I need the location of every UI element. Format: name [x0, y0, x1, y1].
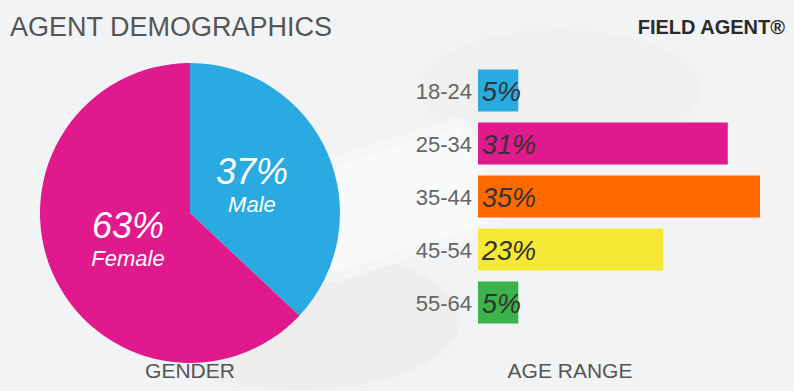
background-fill [0, 0, 794, 391]
bar-title: AGE RANGE [508, 359, 633, 382]
pie [40, 63, 340, 363]
pie-value-label: 37% [216, 151, 288, 192]
pie-category-label: Female [91, 246, 164, 271]
category-label: 35-44 [416, 185, 472, 210]
bars [478, 70, 760, 324]
category-label: 45-54 [416, 238, 472, 263]
background [0, 0, 794, 391]
bar-value-label: 5% [482, 77, 521, 107]
title: AGENT DEMOGRAPHICS [10, 12, 332, 42]
pie-title: GENDER [145, 359, 235, 382]
canvas: AGENT DEMOGRAPHICS FIELD AGENT® 37%Male 63%… [0, 0, 794, 391]
bar [478, 229, 663, 271]
bar-value-label: 31% [482, 130, 536, 160]
bar [478, 176, 760, 218]
bar-value-label: 5% [482, 289, 521, 319]
category-label: 55-64 [416, 291, 472, 316]
pie-value-label: 63% [92, 205, 164, 246]
bar-labels: 18-24 5% 25-34 31% 35-44 35% 45-54 23% 55-64 5% [416, 77, 536, 319]
category-label: 18-24 [416, 79, 472, 104]
logo: FIELD AGENT® [638, 16, 786, 38]
pie-slice [40, 63, 299, 363]
pie-category-label: Male [228, 192, 276, 217]
category-label: 25-34 [416, 132, 472, 157]
bar [478, 123, 728, 165]
bar-value-label: 35% [482, 183, 536, 213]
bar-value-label: 23% [481, 236, 536, 266]
background-overlay [0, 0, 794, 391]
